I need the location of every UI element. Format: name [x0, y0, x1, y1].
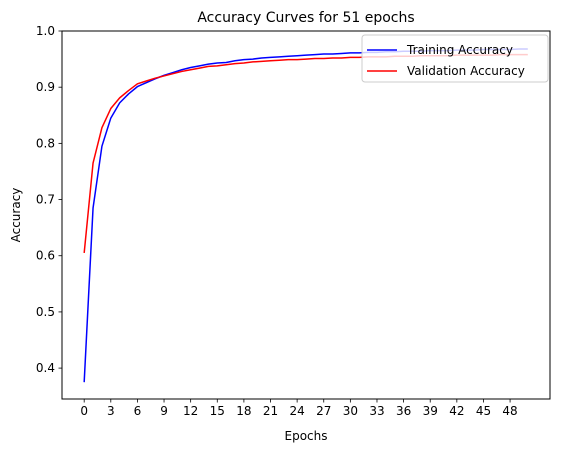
y-axis-label: Accuracy — [9, 188, 23, 243]
plot-area — [62, 31, 550, 399]
chart-title: Accuracy Curves for 51 epochs — [197, 10, 414, 26]
y-tick-label: 1.0 — [36, 24, 55, 38]
x-axis-label: Epochs — [285, 429, 328, 443]
x-tick-label: 15 — [210, 404, 225, 418]
x-tick-label: 9 — [160, 404, 168, 418]
x-tick-label: 33 — [369, 404, 384, 418]
x-tick-label: 24 — [289, 404, 304, 418]
x-tick-label: 30 — [343, 404, 358, 418]
x-tick-label: 12 — [183, 404, 198, 418]
x-tick-label: 36 — [396, 404, 411, 418]
x-tick-label: 0 — [80, 404, 88, 418]
x-tick-label: 18 — [236, 404, 251, 418]
x-axis-ticks: 0 3 6 9 12 15 18 21 24 27 30 33 36 39 42 45 48 — [80, 399, 518, 418]
x-tick-label: 21 — [263, 404, 278, 418]
legend-label-validation: Validation Accuracy — [407, 64, 525, 78]
x-tick-label: 3 — [107, 404, 115, 418]
legend-box — [361, 34, 549, 83]
y-tick-label: 0.4 — [36, 361, 55, 375]
x-tick-label: 39 — [423, 404, 438, 418]
y-tick-label: 0.7 — [36, 193, 55, 207]
y-tick-label: 0.6 — [36, 249, 55, 263]
y-axis-ticks: 0.4 0.5 0.6 0.7 0.8 0.9 1.0 — [36, 24, 62, 375]
legend: Training Accuracy Validation Accuracy — [361, 34, 549, 83]
x-tick-label: 6 — [134, 404, 142, 418]
y-tick-label: 0.9 — [36, 80, 55, 94]
x-tick-label: 42 — [449, 404, 464, 418]
x-tick-label: 27 — [316, 404, 331, 418]
legend-label-training: Training Accuracy — [406, 43, 513, 57]
plot-frame — [61, 30, 551, 400]
x-tick-label: 48 — [502, 404, 517, 418]
y-tick-label: 0.8 — [36, 136, 55, 150]
y-tick-label: 0.5 — [36, 305, 55, 319]
x-tick-label: 45 — [476, 404, 491, 418]
